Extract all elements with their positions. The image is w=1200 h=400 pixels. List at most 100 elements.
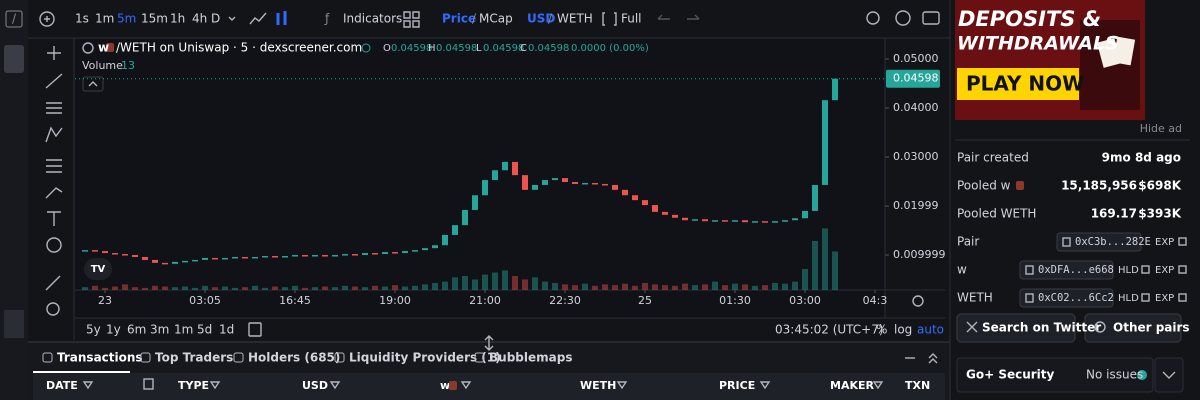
address-link[interactable]: EXP <box>1155 237 1174 248</box>
left-strip-item[interactable] <box>4 45 24 73</box>
filter-icon[interactable] <box>616 381 628 390</box>
ad-text[interactable]: WITHDRAWALS <box>957 33 1119 55</box>
calendar-icon[interactable] <box>143 378 154 390</box>
range-button[interactable]: 3m <box>150 323 169 337</box>
address[interactable]: 0xC3b...282E <box>1075 236 1151 248</box>
column-header[interactable]: DATE <box>46 379 78 392</box>
tab[interactable]: Holders (685) <box>248 351 340 365</box>
column-header[interactable]: TYPE <box>178 379 209 392</box>
tv-logo[interactable] <box>84 258 112 280</box>
full-button[interactable]: Full <box>621 12 642 26</box>
ad-text[interactable]: DEPOSITS & <box>958 7 1101 31</box>
filter-icon[interactable] <box>82 381 94 390</box>
chevron[interactable] <box>228 16 236 21</box>
left-strip-item[interactable] <box>4 310 24 338</box>
timeframe-button[interactable]: 15m <box>141 12 168 26</box>
timeframe-button[interactable]: D <box>211 12 220 26</box>
address-chip[interactable] <box>1019 260 1114 280</box>
tab[interactable]: Top Traders <box>155 351 233 365</box>
range-button[interactable]: 1m <box>174 323 193 337</box>
filter-icon[interactable] <box>460 381 472 390</box>
tab-icon[interactable] <box>140 352 151 363</box>
column-header[interactable]: WETH <box>580 379 616 392</box>
pattern-tool[interactable] <box>45 126 63 143</box>
line-icon[interactable] <box>249 12 267 25</box>
column-header[interactable]: w <box>440 379 450 392</box>
range-button[interactable]: 5y <box>86 323 101 337</box>
candle-icon[interactable] <box>276 11 287 25</box>
button-label[interactable]: Search on Twitter <box>982 321 1101 335</box>
tab[interactable]: Bubblemaps <box>489 351 572 365</box>
timeframe-button[interactable]: 1h <box>170 12 185 26</box>
filter-icon[interactable] <box>872 381 884 390</box>
tab-icon[interactable] <box>334 352 345 363</box>
indicators-button[interactable]: Indicators <box>343 12 402 26</box>
scale-option[interactable]: log <box>894 323 912 337</box>
line-tool[interactable] <box>45 73 63 89</box>
full-icon[interactable] <box>602 12 617 26</box>
column-header[interactable]: USD <box>302 379 328 392</box>
layout-icon[interactable] <box>403 11 420 28</box>
column-header[interactable]: PRICE <box>719 379 755 392</box>
search-icon[interactable] <box>866 11 880 25</box>
tab-icon[interactable] <box>42 352 53 363</box>
zoom-tool[interactable] <box>46 302 60 316</box>
weth-toggle[interactable]: WETH <box>557 12 593 26</box>
address-link[interactable]: EXP <box>1155 293 1174 304</box>
resize-handle[interactable] <box>484 335 494 351</box>
filter-icon[interactable] <box>209 381 221 390</box>
button-label[interactable]: Other pairs <box>1113 321 1190 335</box>
ruler-tool[interactable] <box>45 275 61 291</box>
price-toggle[interactable]: Price <box>442 12 476 26</box>
hide-ad[interactable]: Hide ad <box>1140 122 1182 135</box>
sidebar-icon[interactable]: / <box>12 12 17 26</box>
tab[interactable]: Transactions <box>57 351 143 365</box>
filter-icon[interactable] <box>759 381 771 390</box>
column-header[interactable]: TXN <box>905 379 930 392</box>
filter-icon[interactable] <box>329 381 341 390</box>
tab-icon[interactable] <box>233 352 244 363</box>
cross-tool[interactable] <box>47 46 61 60</box>
calendar-icon[interactable] <box>248 322 262 337</box>
undo-icon[interactable] <box>657 14 670 20</box>
brush-tool[interactable] <box>45 187 63 199</box>
camera-icon[interactable] <box>922 11 940 25</box>
ad-cta-bg[interactable] <box>957 68 1079 100</box>
fib-tool[interactable] <box>46 102 62 114</box>
text-tool[interactable] <box>47 211 61 226</box>
address-chip[interactable] <box>1056 232 1142 252</box>
emoji-tool[interactable] <box>46 237 62 253</box>
fx-icon[interactable]: ƒ <box>324 12 330 26</box>
security-toggle[interactable] <box>1154 357 1184 393</box>
range-button[interactable]: 6m <box>127 323 146 337</box>
expand-icon[interactable] <box>928 353 938 364</box>
collapse-button[interactable] <box>82 76 104 92</box>
tab[interactable]: Liquidity Providers (1) <box>349 351 501 365</box>
timeframe-button[interactable]: 4h <box>192 12 207 26</box>
security-box[interactable] <box>956 357 1154 393</box>
scale-option[interactable]: auto <box>917 323 944 337</box>
address-link[interactable]: HLD <box>1118 265 1139 276</box>
column-header[interactable]: MAKER <box>830 379 874 392</box>
range-button[interactable]: 1y <box>106 323 121 337</box>
range-button[interactable]: 1d <box>219 323 234 337</box>
address-link[interactable]: HLD <box>1118 293 1139 304</box>
tab-icon[interactable] <box>474 352 485 363</box>
timeframe-button[interactable]: 1m <box>95 12 114 26</box>
scale-option[interactable]: % <box>876 323 887 337</box>
axis-settings[interactable] <box>912 295 924 307</box>
redo-icon[interactable] <box>687 14 700 20</box>
twitter-button[interactable] <box>956 313 1076 343</box>
projection-tool[interactable] <box>46 159 62 173</box>
ad-cta[interactable]: PLAY NOW <box>966 72 1084 96</box>
address[interactable]: 0xC02...6Cc2 <box>1038 292 1114 304</box>
address-chip[interactable] <box>1019 288 1114 308</box>
other-pairs-button[interactable] <box>1084 313 1182 343</box>
usd-toggle[interactable]: USD <box>527 12 555 26</box>
mcap-toggle[interactable]: MCap <box>479 12 513 26</box>
settings-icon[interactable] <box>895 10 911 26</box>
range-button[interactable]: 5d <box>197 323 212 337</box>
add-icon[interactable] <box>39 11 55 27</box>
address[interactable]: 0xDFA...e668 <box>1038 264 1114 276</box>
timeframe-button[interactable]: 5m <box>117 12 136 26</box>
